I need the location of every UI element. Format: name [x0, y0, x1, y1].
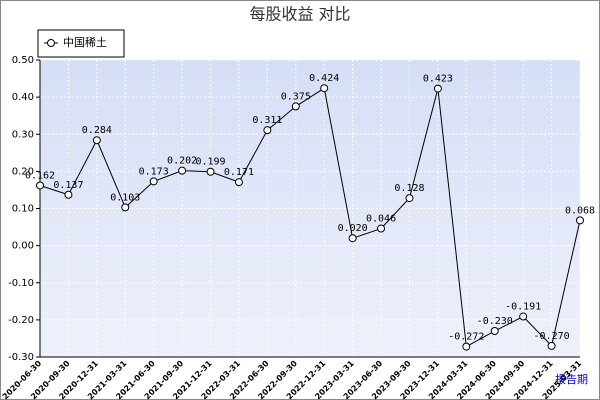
value-label: 0.423	[423, 74, 453, 85]
value-label: 0.103	[110, 192, 140, 203]
value-label: 0.128	[394, 183, 424, 194]
value-label: 0.046	[366, 214, 396, 225]
point	[149, 177, 158, 186]
y-tick-label: -0.10	[8, 278, 34, 289]
point	[291, 102, 300, 111]
value-label: -0.230	[477, 316, 513, 327]
point	[121, 203, 130, 212]
value-label: 0.199	[195, 157, 225, 168]
y-tick-label: 0.40	[12, 92, 34, 103]
y-tick-label: 0.20	[12, 166, 34, 177]
value-label: 0.375	[281, 91, 311, 102]
value-label: 0.173	[139, 166, 169, 177]
point	[405, 194, 414, 203]
point	[377, 224, 386, 233]
value-label: -0.191	[505, 302, 541, 313]
value-label: 0.202	[167, 156, 197, 167]
point	[320, 84, 329, 93]
point	[92, 136, 101, 145]
value-label: -0.270	[534, 331, 570, 342]
point	[519, 312, 528, 321]
point	[433, 84, 442, 93]
y-tick-label: -0.20	[8, 315, 34, 326]
point	[547, 341, 556, 350]
point	[263, 126, 272, 135]
point	[490, 327, 499, 336]
point	[576, 216, 584, 225]
legend-box	[37, 29, 125, 58]
point	[234, 178, 243, 187]
point	[206, 167, 215, 176]
chart-title: 每股收益 对比	[249, 5, 350, 24]
y-tick-label: 0.10	[12, 204, 34, 215]
y-tick-label: 0.00	[12, 241, 34, 252]
point	[64, 190, 73, 199]
y-tick-label: -0.30	[8, 352, 34, 363]
value-label: 0.284	[82, 125, 112, 136]
series-line	[39, 87, 581, 348]
point	[348, 234, 357, 243]
point	[36, 181, 44, 190]
point	[462, 342, 471, 351]
value-label: 0.311	[252, 115, 282, 126]
value-label: 0.068	[565, 205, 595, 216]
y-tick-label: 0.50	[12, 55, 34, 66]
value-label: 0.162	[25, 170, 55, 181]
y-tick-label: 0.30	[12, 129, 34, 140]
x-axis-label: 报告期	[555, 372, 588, 386]
value-label: 0.020	[338, 223, 368, 234]
legend-label: 中国稀土	[63, 36, 107, 49]
point	[178, 166, 187, 175]
legend-marker	[47, 39, 55, 47]
value-label: -0.272	[448, 332, 484, 343]
value-label: 0.424	[309, 73, 339, 84]
value-label: 0.137	[53, 180, 83, 191]
value-label: 0.171	[224, 167, 254, 178]
